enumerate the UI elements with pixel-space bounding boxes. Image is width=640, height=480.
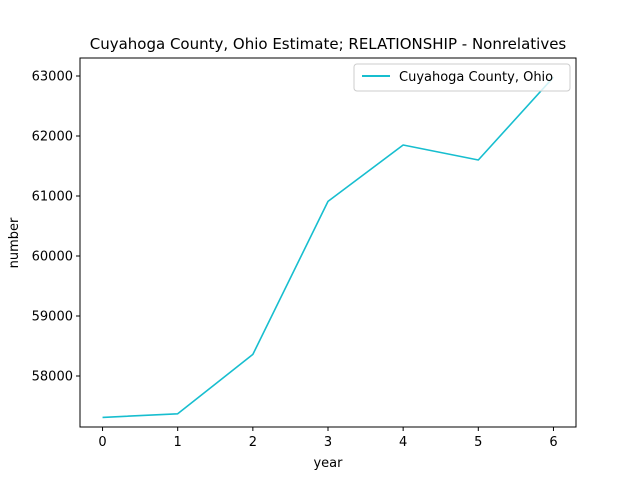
y-axis-ticks: 58000 59000 60000 61000 62000 63000: [32, 70, 80, 385]
x-axis-label: year: [313, 456, 343, 471]
legend-box: [353, 63, 571, 92]
x-tick-label: 2: [249, 435, 257, 450]
y-axis-label: number: [7, 217, 22, 268]
y-tick-label: 61000: [32, 190, 73, 205]
y-tick-label: 62000: [32, 130, 73, 145]
x-tick-label: 1: [174, 435, 182, 450]
x-tick-label: 6: [549, 435, 557, 450]
series-line: [102, 76, 555, 419]
series-layer: [102, 76, 555, 419]
legend-label: Cuyahoga County, Ohio: [399, 70, 553, 85]
chart-title: Cuyahoga County, Ohio Estimate; RELATION…: [90, 35, 567, 53]
x-tick-label: 3: [324, 435, 332, 450]
y-tick-label: 63000: [32, 70, 73, 85]
x-tick-label: 4: [399, 435, 407, 450]
y-tick-label: 58000: [32, 370, 73, 385]
plot-area: [80, 58, 576, 427]
y-tick-label: 59000: [32, 310, 73, 325]
legend: Cuyahoga County, Ohio: [353, 63, 571, 92]
x-tick-label: 0: [98, 435, 106, 450]
plot-frame: [79, 57, 577, 428]
x-axis-ticks: 0 1 2 3 4 5 6: [98, 427, 558, 450]
x-tick-label: 5: [474, 435, 482, 450]
y-tick-label: 60000: [32, 250, 73, 265]
